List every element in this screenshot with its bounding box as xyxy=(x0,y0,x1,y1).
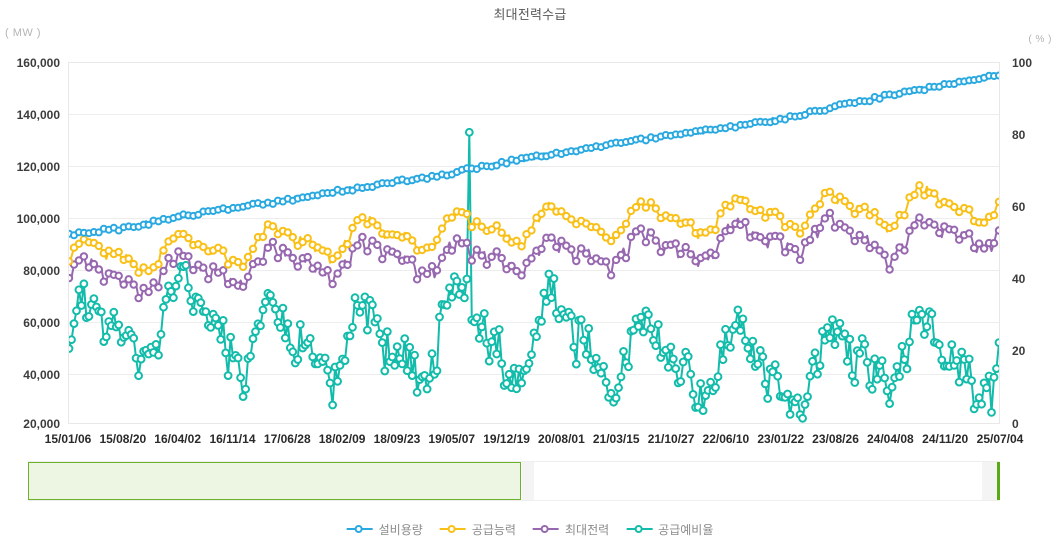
y-axis-left-tick: 160,000 xyxy=(16,56,60,70)
x-axis-tick: 21/10/27 xyxy=(647,432,695,446)
series-공급능력 xyxy=(69,181,999,277)
circle-marker-icon xyxy=(626,523,653,535)
x-axis-tick: 18/09/23 xyxy=(373,432,421,446)
y-axis-left-tick: 60,000 xyxy=(23,316,60,330)
y-axis-right-tick: 100 xyxy=(1012,56,1033,70)
legend-item-0[interactable]: 설비용량 xyxy=(346,521,423,538)
legend: 설비용량 공급능력 최대전력 공급예비율 xyxy=(332,516,728,542)
circle-marker-icon xyxy=(532,523,559,535)
y-axis-right-tick: 20 xyxy=(1012,344,1026,358)
range-slider-edge-panel xyxy=(982,462,997,500)
series-plot-layer xyxy=(69,71,999,423)
y-axis-right-tick: 80 xyxy=(1012,128,1026,142)
gridline xyxy=(69,374,999,375)
x-axis-tick: 17/06/28 xyxy=(263,432,311,446)
x-axis-tick: 22/06/10 xyxy=(702,432,750,446)
y-axis-left-tick: 80,000 xyxy=(23,264,60,278)
y-axis-left-tick: 20,000 xyxy=(23,417,60,431)
range-slider-unselected[interactable] xyxy=(520,462,1000,500)
legend-item-1[interactable]: 공급능력 xyxy=(439,521,516,538)
gridline xyxy=(69,322,999,323)
legend-item-2[interactable]: 최대전력 xyxy=(532,521,610,538)
x-axis-tick: 25/07/04 xyxy=(976,432,1024,446)
y-axis-right-tick: 60 xyxy=(1012,200,1026,214)
legend-item-label: 공급능력 xyxy=(471,522,516,537)
x-axis-tick: 16/11/14 xyxy=(209,432,256,446)
x-axis-tick: 20/08/01 xyxy=(538,432,585,446)
x-axis-tick: 23/01/22 xyxy=(757,432,805,446)
page-title: 최대전력수급 xyxy=(493,7,567,22)
gridline xyxy=(69,166,999,167)
y-axis-left-tick: 140,000 xyxy=(16,108,60,122)
x-axis-tick: 24/04/08 xyxy=(866,432,914,446)
range-slider-right-handle[interactable] xyxy=(997,462,1000,500)
legend-item-label: 최대전력 xyxy=(564,522,610,537)
range-slider-selection[interactable] xyxy=(28,462,521,500)
x-axis-tick: 19/05/07 xyxy=(428,432,476,446)
y-axis-right-tick: 0 xyxy=(1012,417,1019,431)
x-axis-tick: 24/11/20 xyxy=(922,432,969,446)
series-설비용량 xyxy=(69,71,999,240)
x-axis-tick: 15/01/06 xyxy=(44,432,92,446)
series-최대전력 xyxy=(69,208,999,303)
y-axis-left-tick: 120,000 xyxy=(16,160,60,174)
legend-item-label: 공급예비율 xyxy=(658,522,714,537)
x-axis-tick: 18/02/09 xyxy=(318,432,366,446)
series-공급예비율 xyxy=(69,127,999,423)
plot-area xyxy=(68,62,1000,424)
range-slider-edge-panel xyxy=(521,462,534,500)
legend-item-3[interactable]: 공급예비율 xyxy=(626,521,713,538)
x-axis-tick: 23/08/26 xyxy=(812,432,859,446)
range-slider[interactable] xyxy=(28,461,1000,501)
y-axis-left-tick: 40,000 xyxy=(23,368,60,382)
circle-marker-icon xyxy=(439,523,466,535)
x-axis-tick: 16/04/02 xyxy=(154,432,201,446)
right-axis-unit-label: ( % ) xyxy=(1028,34,1052,45)
legend-item-label: 설비용량 xyxy=(378,522,423,537)
circle-marker-icon xyxy=(346,523,373,535)
y-axis-right-tick: 40 xyxy=(1012,272,1026,286)
left-axis-unit-label: ( MW ) xyxy=(5,27,41,39)
gridline xyxy=(69,270,999,271)
x-axis-tick: 15/08/20 xyxy=(99,432,147,446)
gridline xyxy=(69,114,999,115)
x-axis-tick: 19/12/19 xyxy=(483,432,530,446)
y-axis-left-tick: 100,000 xyxy=(16,212,60,226)
x-axis-tick: 21/03/15 xyxy=(592,432,640,446)
